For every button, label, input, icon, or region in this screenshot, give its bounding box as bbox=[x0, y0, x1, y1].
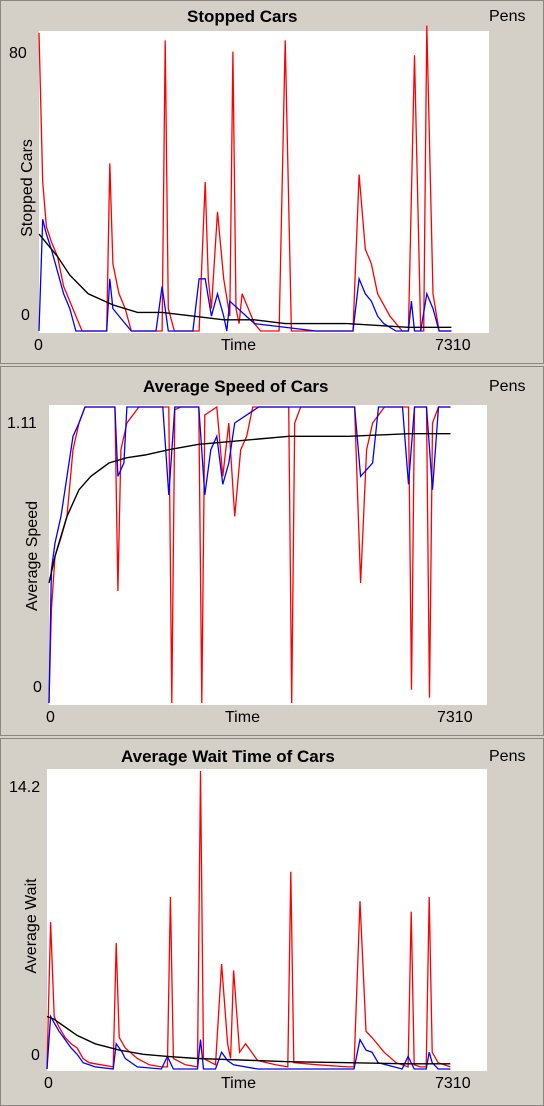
y-axis-label: Average Speed bbox=[24, 501, 41, 612]
y-min-label: 0 bbox=[31, 1047, 40, 1064]
pens-button[interactable]: Pens bbox=[489, 378, 526, 395]
pens-button[interactable]: Pens bbox=[489, 8, 526, 25]
x-max-label: 7310 bbox=[437, 709, 473, 726]
black-series-line bbox=[38, 233, 452, 328]
y-max-label: 1.11 bbox=[7, 415, 37, 432]
plot-area bbox=[38, 25, 489, 333]
x-max-label: 7310 bbox=[435, 337, 471, 354]
y-axis-label: Stopped Cars bbox=[19, 139, 36, 237]
plot-svg bbox=[46, 770, 451, 1070]
average-wait-panel: Average Wait Time of Cars Pens 14.2 0 Av… bbox=[0, 738, 544, 1106]
x-max-label: 7310 bbox=[435, 1075, 471, 1092]
y-min-label: 0 bbox=[21, 307, 30, 324]
average-speed-panel: Average Speed of Cars Pens 1.11 0 Averag… bbox=[0, 366, 544, 736]
pens-button[interactable]: Pens bbox=[489, 748, 526, 765]
black-series-line bbox=[46, 1015, 451, 1065]
blue-series-line bbox=[46, 1014, 451, 1070]
red-series-line bbox=[38, 25, 452, 332]
red-series-line bbox=[46, 770, 451, 1070]
y-min-label: 0 bbox=[33, 679, 42, 696]
red-series-line bbox=[48, 405, 451, 704]
plot-svg bbox=[48, 405, 451, 704]
x-min-label: 0 bbox=[44, 1075, 53, 1092]
x-axis-label: Time bbox=[221, 1075, 256, 1092]
plot-area bbox=[46, 769, 487, 1071]
x-min-label: 0 bbox=[46, 709, 55, 726]
plot-title: Stopped Cars bbox=[187, 7, 298, 26]
y-max-label: 14.2 bbox=[9, 779, 41, 796]
plot-title: Average Speed of Cars bbox=[143, 377, 329, 396]
x-min-label: 0 bbox=[34, 337, 43, 354]
blue-series-line bbox=[48, 406, 451, 704]
y-axis-label: Average Wait bbox=[23, 878, 40, 974]
x-axis-label: Time bbox=[225, 709, 260, 726]
plot-svg bbox=[38, 25, 452, 332]
plot-area bbox=[48, 405, 487, 705]
stopped-cars-panel: Stopped Cars Pens 80 0 Stopped Cars 0 Ti… bbox=[0, 0, 544, 364]
blue-series-line bbox=[38, 219, 452, 332]
y-max-label: 80 bbox=[9, 45, 27, 62]
plot-title: Average Wait Time of Cars bbox=[121, 747, 335, 766]
x-axis-label: Time bbox=[221, 337, 256, 354]
black-series-line bbox=[48, 433, 451, 584]
